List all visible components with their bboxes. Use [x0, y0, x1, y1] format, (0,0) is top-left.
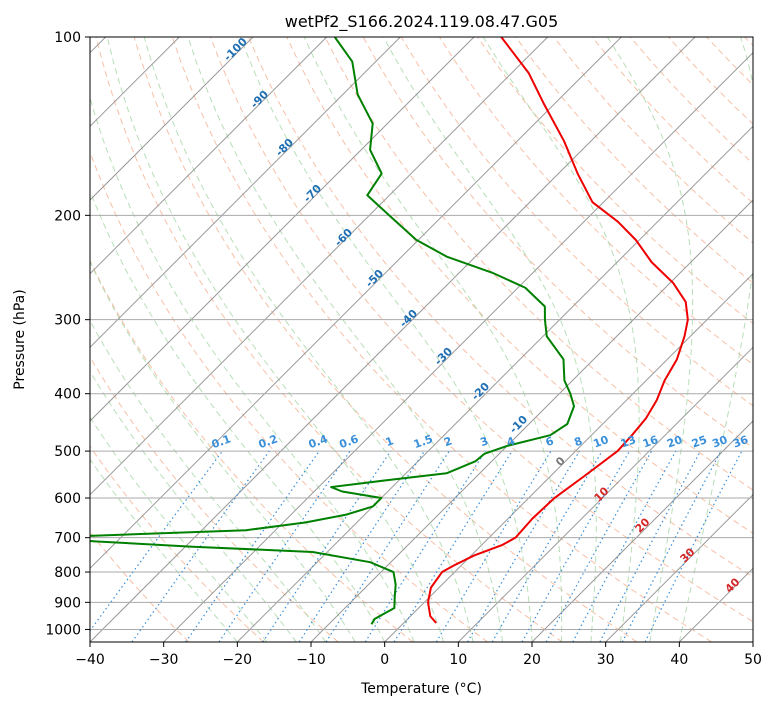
isotherm-line: [457, 346, 753, 642]
dewpoint-line: [90, 37, 576, 625]
mixing-ratio-label: 10: [592, 433, 611, 451]
mixing-ratio-label: 4: [505, 434, 517, 449]
mixing-ratio-label: 6: [544, 434, 556, 449]
mixing-ratio-line: [185, 450, 320, 642]
dry-adiabat-line: [210, 37, 753, 623]
dry-adiabat-line: [90, 445, 264, 642]
y-tick-label: 700: [54, 531, 81, 547]
y-tick-label: 200: [54, 208, 81, 224]
mixing-ratio-label: 0.4: [307, 432, 330, 451]
y-tick-label: 900: [54, 595, 81, 611]
moist-adiabat-line: [90, 416, 268, 642]
dry-adiabat-line: [248, 37, 753, 578]
mixing-ratio-line: [325, 450, 450, 642]
x-tick-label: 10: [449, 652, 467, 668]
moist-adiabat-line: [90, 458, 238, 642]
moist-adiabat-line: [90, 319, 327, 642]
mixing-ratio-line: [298, 450, 425, 642]
mixing-ratio-label: 16: [641, 433, 660, 451]
y-tick-label: 600: [54, 491, 81, 507]
x-tick-label: −10: [296, 652, 326, 668]
mixing-ratio-label: 0.1: [210, 432, 233, 451]
mixing-ratio-line: [572, 450, 677, 642]
dry-adiabat-line: [171, 37, 712, 642]
isotherm-line: [90, 37, 475, 422]
mixing-ratio-label: 20: [665, 433, 684, 451]
x-axis-title: Temperature (°C): [360, 681, 482, 697]
isotherm-line: [236, 125, 753, 642]
y-tick-label: 400: [54, 387, 81, 403]
mixing-ratio-label: 8: [572, 434, 584, 449]
mixing-ratio-line: [131, 450, 270, 642]
plot-frame: [89, 36, 754, 643]
mixing-ratio-line: [435, 450, 552, 642]
isotherm-line: [90, 37, 696, 642]
x-tick-label: −40: [75, 652, 105, 668]
isotherm-line: [90, 37, 549, 496]
x-tick-label: 0: [380, 652, 389, 668]
mixing-ratio-line: [262, 450, 392, 642]
moist-adiabat-line: [187, 37, 504, 642]
mixing-ratio-label: 36: [731, 433, 750, 451]
y-axis-title: Pressure (hPa): [12, 289, 28, 389]
dry-adiabat-line: [133, 37, 638, 642]
dry-adiabat-line: [95, 37, 563, 642]
mixing-ratio-label: 3: [478, 434, 490, 449]
mixing-ratio-label: 1: [384, 434, 396, 449]
mixing-ratio-line: [466, 450, 580, 642]
isotherm-line: [384, 272, 753, 642]
mixing-ratio-label: 13: [619, 433, 638, 450]
x-tick-label: 20: [523, 652, 541, 668]
isotherm-line: [90, 37, 328, 275]
moist-adiabat-line: [90, 260, 356, 642]
mixing-ratio-label: 25: [690, 433, 709, 450]
isotherm-line: [605, 493, 753, 642]
mixing-ratio-line: [393, 450, 513, 642]
mixing-ratio-line: [218, 450, 351, 642]
x-tick-label: 30: [597, 652, 615, 668]
moist-adiabat-line: [90, 189, 386, 642]
y-tick-label: 300: [54, 313, 81, 329]
x-tick-label: 40: [670, 652, 688, 668]
isotherm-line: [531, 420, 753, 642]
isotherm-line: [163, 51, 753, 642]
dry-adiabat-line: [90, 259, 414, 642]
isotherm-line: [90, 37, 622, 570]
moist-adiabat-line: [303, 37, 563, 642]
moist-adiabat-line: [482, 37, 640, 642]
mixing-ratio-label: 0.6: [338, 432, 361, 451]
mixing-ratio-label: 2: [442, 434, 454, 449]
dry-adiabat-line: [324, 37, 753, 491]
mixing-ratio-line: [364, 450, 486, 642]
dry-adiabat-line: [286, 37, 753, 534]
x-tick-label: −30: [149, 652, 179, 668]
chart-title: wetPf2_S166.2024.119.08.47.G05: [285, 12, 559, 32]
moist-adiabat-line: [239, 37, 533, 642]
y-tick-label: 500: [54, 444, 81, 460]
moist-adiabat-line: [383, 37, 597, 642]
mixing-ratio-label: 0.2: [257, 432, 280, 451]
isotherm-line: [90, 37, 401, 349]
y-tick-label: 800: [54, 565, 81, 581]
moist-adiabat-line: [606, 37, 694, 642]
y-tick-label: 1000: [45, 622, 81, 638]
plot-area: [90, 37, 753, 642]
x-tick-label: −20: [223, 652, 253, 668]
isotherm-line: [310, 199, 753, 642]
temperature-line: [427, 37, 689, 624]
mixing-ratio-label: 30: [710, 433, 729, 451]
moist-adiabat-line: [143, 37, 474, 642]
x-tick-label: 50: [744, 652, 762, 668]
mixing-ratio-line: [599, 450, 702, 642]
moist-adiabat-line: [90, 370, 297, 642]
mixing-ratio-label: 1.5: [412, 432, 435, 451]
dry-adiabat-line: [515, 37, 753, 284]
y-tick-label: 100: [54, 30, 81, 46]
isotherm-line: [90, 37, 254, 201]
moist-adiabat-line: [678, 37, 753, 642]
